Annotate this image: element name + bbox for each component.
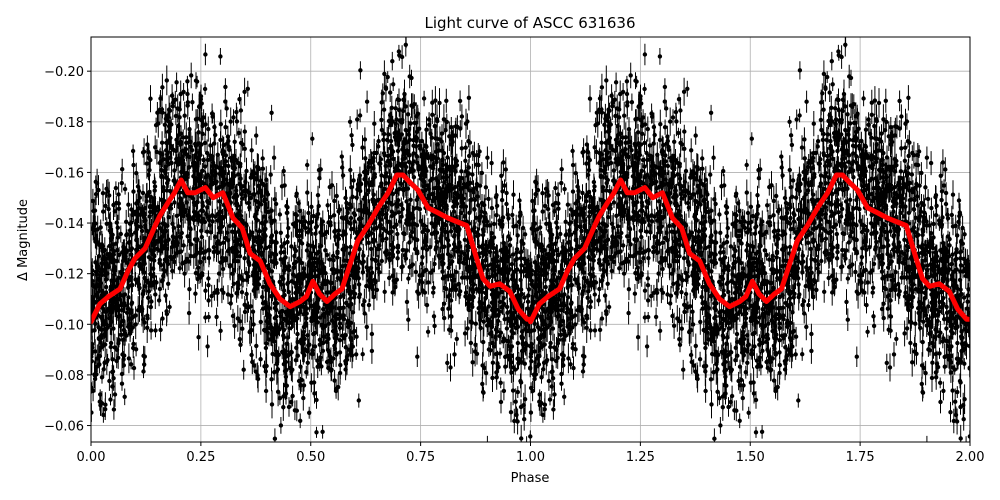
model-line xyxy=(91,172,970,325)
x-tick-label: 0.50 xyxy=(296,450,325,465)
y-tick-label: −0.10 xyxy=(44,318,84,333)
y-tick-label: −0.16 xyxy=(44,166,84,181)
x-axis-label: Phase xyxy=(511,471,550,486)
model-curve xyxy=(91,172,970,325)
x-tick-label: 0.00 xyxy=(77,450,106,465)
x-tick-label: 1.25 xyxy=(626,450,655,465)
y-axis-label: Δ Magnitude xyxy=(16,199,31,281)
y-tick-label: −0.06 xyxy=(44,420,84,435)
x-tick-label: 0.75 xyxy=(406,450,435,465)
y-tick-label: −0.20 xyxy=(44,65,84,80)
x-tick-label: 1.50 xyxy=(736,450,765,465)
x-axis: 0.00 0.25 0.50 0.75 1.00 1.25 1.50 1.75 2.00 xyxy=(77,442,985,465)
y-tick-label: −0.14 xyxy=(44,217,84,232)
data-markers xyxy=(91,42,970,442)
x-tick-label: 1.75 xyxy=(846,450,875,465)
y-tick-label: −0.08 xyxy=(44,369,84,384)
observation-points xyxy=(91,37,970,442)
x-tick-label: 2.00 xyxy=(956,450,985,465)
y-tick-label: −0.12 xyxy=(44,268,84,283)
y-tick-label: −0.18 xyxy=(44,116,84,131)
y-axis: −0.20 −0.18 −0.16 −0.14 −0.12 −0.10 −0.08 −0.06 xyxy=(44,65,91,435)
x-tick-label: 0.25 xyxy=(186,450,215,465)
x-tick-label: 1.00 xyxy=(516,450,545,465)
chart-title: Light curve of ASCC 631636 xyxy=(425,14,636,32)
